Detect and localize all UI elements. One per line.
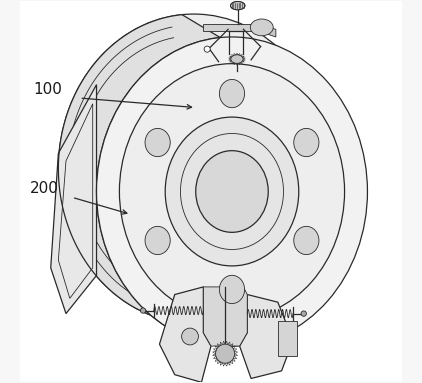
Ellipse shape [196, 151, 268, 232]
Text: 100: 100 [34, 82, 62, 97]
Ellipse shape [119, 64, 345, 319]
Ellipse shape [181, 328, 198, 345]
Ellipse shape [145, 226, 170, 255]
Ellipse shape [58, 14, 329, 323]
Ellipse shape [165, 117, 299, 266]
Ellipse shape [294, 128, 319, 157]
Polygon shape [278, 321, 297, 355]
Ellipse shape [216, 344, 235, 363]
Ellipse shape [219, 275, 245, 304]
Ellipse shape [97, 37, 368, 346]
Ellipse shape [301, 311, 306, 316]
Ellipse shape [230, 2, 245, 10]
Polygon shape [160, 287, 211, 382]
Ellipse shape [145, 128, 170, 157]
Ellipse shape [204, 46, 210, 52]
Polygon shape [203, 287, 247, 346]
Polygon shape [58, 15, 220, 341]
Polygon shape [240, 295, 293, 378]
Text: 200: 200 [30, 182, 59, 196]
Polygon shape [51, 85, 97, 314]
Polygon shape [259, 25, 276, 37]
Ellipse shape [231, 55, 243, 63]
Ellipse shape [141, 308, 146, 313]
Ellipse shape [294, 226, 319, 255]
Ellipse shape [219, 79, 245, 108]
Ellipse shape [250, 19, 273, 36]
Polygon shape [203, 25, 259, 31]
